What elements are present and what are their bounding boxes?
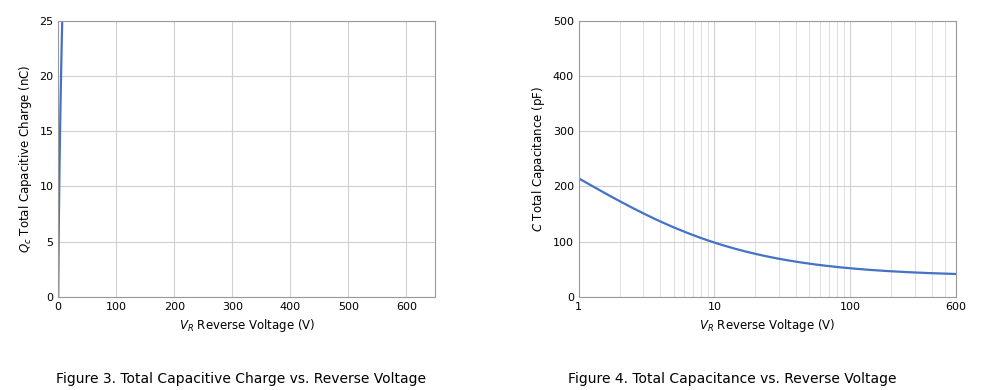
X-axis label: $V_R$ Reverse Voltage (V): $V_R$ Reverse Voltage (V): [699, 317, 836, 334]
Text: Figure 4. Total Capacitance vs. Reverse Voltage: Figure 4. Total Capacitance vs. Reverse …: [568, 372, 896, 386]
Y-axis label: $Q_c$ Total Capacitive Charge (nC): $Q_c$ Total Capacitive Charge (nC): [17, 64, 33, 253]
Text: Figure 3. Total Capacitive Charge vs. Reverse Voltage: Figure 3. Total Capacitive Charge vs. Re…: [56, 372, 426, 386]
Y-axis label: $C$ Total Capacitance (pF): $C$ Total Capacitance (pF): [530, 86, 548, 232]
X-axis label: $V_R$ Reverse Voltage (V): $V_R$ Reverse Voltage (V): [179, 317, 315, 334]
